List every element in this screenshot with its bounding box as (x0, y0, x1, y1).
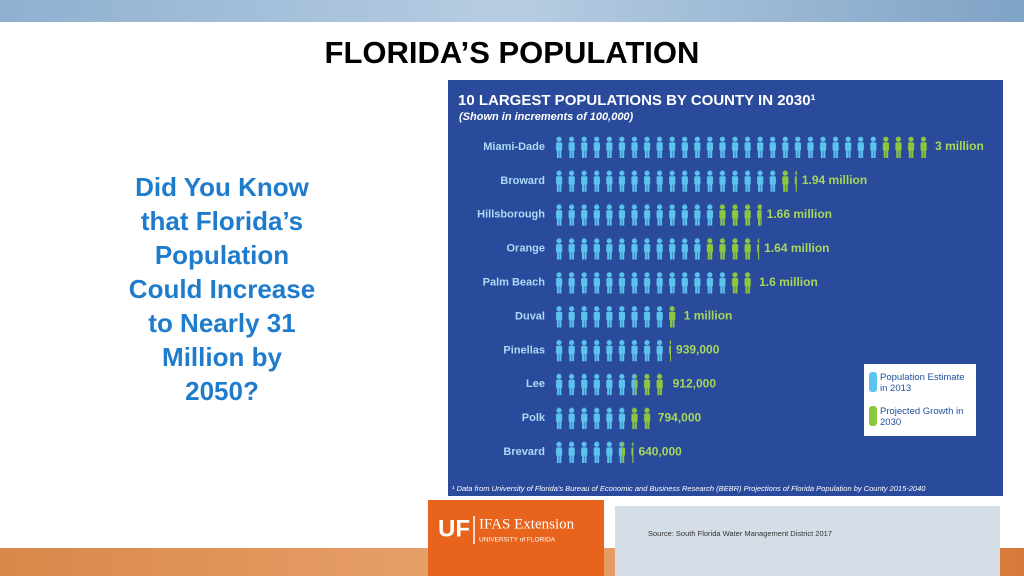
icons (553, 271, 726, 294)
footnote: ¹ Data from University of Florida’s Bure… (452, 484, 926, 493)
row (553, 305, 679, 328)
category-label: Lee (526, 378, 545, 390)
row (553, 339, 672, 362)
icons (725, 271, 755, 294)
category-label: Hillsborough (477, 209, 545, 221)
row (553, 271, 755, 294)
value-label: 1.6 million (759, 275, 818, 289)
source-box (615, 506, 1000, 576)
segment (553, 407, 631, 430)
category-label: Broward (500, 175, 545, 187)
icons (879, 136, 931, 158)
segment (622, 441, 634, 464)
segment (779, 169, 797, 192)
segment (634, 373, 668, 396)
question-line: to Nearly 31 (148, 308, 296, 338)
icons (716, 203, 762, 226)
segment (703, 237, 760, 260)
icons (634, 373, 668, 396)
icons (553, 169, 780, 192)
legend: Population Estimate in 2013 Projected Gro… (864, 364, 976, 436)
row (553, 407, 653, 430)
segment (879, 136, 931, 158)
question-line: Could Increase (128, 274, 316, 304)
category-label: Miami-Dade (483, 141, 545, 153)
segment (553, 305, 664, 328)
icons (779, 169, 797, 192)
legend-icon (869, 406, 877, 426)
value-label: 939,000 (676, 343, 720, 357)
top-band (0, 0, 1024, 22)
row (553, 203, 762, 226)
category-label: Palm Beach (483, 277, 546, 289)
question-line: Million by (162, 342, 282, 372)
logo-mark: UF (438, 515, 470, 542)
value-label: 3 million (935, 139, 984, 153)
slide-title: FLORIDA’S POPULATION (325, 35, 700, 70)
value-label: 1.66 million (767, 207, 832, 221)
icons (553, 407, 631, 430)
legend-label: Population Estimate in 2013 (880, 372, 965, 394)
icons (553, 339, 669, 362)
row (553, 136, 931, 158)
value-label: 640,000 (638, 444, 682, 458)
legend-label: Projected Growth in 2030 (880, 406, 964, 428)
logo-university: UNIVERSITY of FLORIDA (479, 537, 556, 544)
segment (553, 271, 726, 294)
category-label: Polk (522, 412, 546, 424)
logo-box (428, 500, 604, 576)
segment (663, 305, 679, 328)
value-label: 912,000 (673, 376, 717, 390)
category-label: Duval (515, 310, 545, 322)
segment (553, 136, 880, 158)
segment (553, 237, 704, 260)
icons (553, 203, 717, 226)
value-label: 1.64 million (764, 241, 829, 255)
question-line: Did You Know (135, 172, 309, 202)
legend-icon (869, 372, 877, 392)
chart-title: 10 LARGEST POPULATIONS BY COUNTY IN 2030… (458, 92, 816, 109)
icons (622, 441, 634, 464)
segment (553, 441, 623, 464)
icons (553, 305, 664, 328)
segment (630, 407, 653, 430)
segment (668, 339, 672, 362)
segment (553, 169, 780, 192)
icons (553, 441, 623, 464)
icons (553, 136, 880, 158)
segment (725, 271, 755, 294)
icons (630, 407, 653, 430)
source: Source: South Florida Water Management D… (648, 529, 832, 538)
row (553, 169, 797, 192)
segment (553, 203, 717, 226)
segment (553, 373, 635, 396)
category-label: Pinellas (503, 344, 545, 356)
segment (553, 339, 669, 362)
chart-subtitle: (Shown in increments of 100,000) (459, 111, 634, 123)
logo-name: IFAS Extension (479, 516, 575, 532)
question-line: 2050? (185, 376, 259, 406)
value-label: 1.94 million (802, 173, 867, 187)
value-label: 794,000 (658, 410, 702, 424)
icons (663, 305, 679, 328)
segment (716, 203, 762, 226)
icons (668, 339, 672, 362)
row (553, 441, 634, 464)
row (553, 237, 760, 260)
icons (553, 237, 704, 260)
row (553, 373, 668, 396)
question: Did You Know that Florida’s Population Coul… (102, 170, 342, 408)
question-line: Population (154, 240, 290, 270)
question-line: that Florida’s (140, 206, 304, 236)
value-label: 1 million (684, 309, 733, 323)
icons (553, 373, 635, 396)
icons (703, 237, 760, 260)
category-label: Orange (506, 243, 545, 255)
category-label: Brevard (503, 446, 545, 458)
